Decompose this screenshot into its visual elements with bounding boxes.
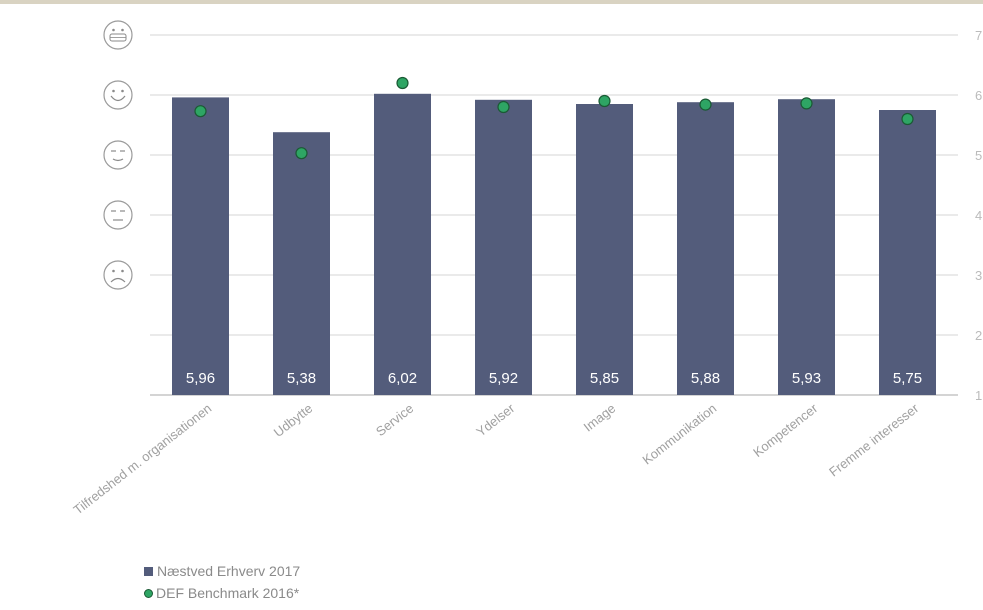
bar-value-label: 5,96 (186, 370, 215, 387)
x-tick-label: Kommunikation (639, 401, 719, 468)
bar (576, 104, 633, 395)
y-tick-label: 1 (975, 388, 982, 403)
bar (879, 110, 936, 395)
benchmark-point (901, 112, 914, 126)
benchmark-point (194, 105, 207, 118)
bar-value-label: 5,75 (893, 370, 922, 387)
x-tick-label: Service (373, 401, 416, 440)
icon-eye (112, 269, 115, 273)
legend-swatch-bar (144, 566, 153, 576)
bar-value-label: 5,38 (287, 370, 316, 387)
grinning-face-icon (103, 20, 133, 50)
benchmark-point (800, 97, 813, 110)
neutral-face-icon (103, 200, 133, 230)
bar-chart: 1 2 3 4 5 6 7 5,96 Tilfredshed m. organisationen… (71, 20, 982, 518)
x-tick-label: Tilfredshed m. organisationen (71, 401, 215, 518)
y-tick-label: 3 (975, 268, 982, 283)
legend-item-dots: DEF Benchmark 2016* (144, 582, 300, 604)
legend-swatch-dot (144, 588, 153, 598)
bar (475, 99, 532, 396)
bar-value-label: 6,02 (388, 370, 417, 387)
y-tick-label: 4 (975, 208, 982, 223)
x-tick-label: Ydelser (473, 400, 517, 439)
benchmark-point (396, 76, 409, 90)
x-tick-label: Udbytte (271, 401, 316, 440)
bar (778, 99, 835, 395)
y-tick-label: 6 (975, 88, 982, 103)
icon-eye (121, 28, 124, 32)
bar (374, 93, 431, 396)
y-tick-label: 2 (975, 328, 982, 343)
icon-eye (112, 28, 115, 32)
icon-mouth (110, 95, 126, 102)
smiling-face-icon (103, 80, 133, 110)
bar-value-label: 5,88 (691, 370, 720, 387)
frowning-face-icon (103, 260, 133, 290)
bar (677, 102, 734, 395)
bar (273, 132, 330, 395)
icon-eye (112, 89, 115, 93)
bar-value-label: 5,93 (792, 370, 821, 387)
benchmark-point (295, 147, 308, 160)
legend: Næstved Erhverv 2017 DEF Benchmark 2016* (144, 560, 300, 604)
x-tick-label: Image (581, 401, 619, 435)
icon-eye (121, 269, 124, 273)
bar-value-label: 5,85 (590, 370, 619, 387)
legend-item-bars: Næstved Erhverv 2017 (144, 560, 300, 582)
legend-label-dots: DEF Benchmark 2016* (156, 585, 300, 601)
y-tick-label: 5 (975, 148, 982, 163)
slightly-smiling-face-icon (103, 140, 133, 170)
top-border (0, 0, 983, 4)
benchmark-point (699, 98, 712, 111)
icon-eye (121, 89, 124, 93)
benchmark-point (497, 100, 510, 114)
y-tick-label: 7 (975, 28, 982, 43)
legend-label-bars: Næstved Erhverv 2017 (157, 563, 301, 579)
bar-value-label: 5,92 (489, 370, 518, 387)
benchmark-point (598, 94, 611, 108)
x-tick-label: Kompetencer (750, 400, 821, 460)
icon-mouth (112, 158, 124, 162)
x-tick-label: Fremme interesser (826, 400, 922, 479)
icon-mouth (110, 277, 126, 283)
bar (172, 97, 229, 396)
